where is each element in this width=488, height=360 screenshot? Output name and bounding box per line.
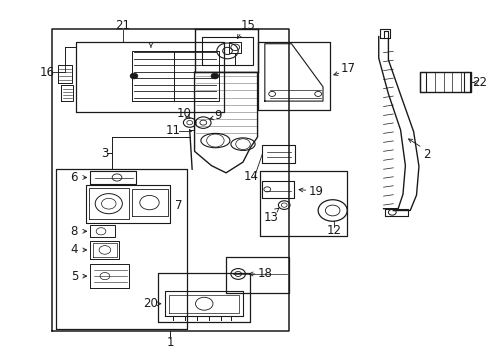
Text: 8: 8 [71,225,78,238]
Text: 2: 2 [423,148,430,161]
Text: 20: 20 [143,297,158,310]
Circle shape [211,73,218,79]
Text: 22: 22 [471,76,486,89]
Text: 4: 4 [70,243,78,256]
Circle shape [130,73,138,79]
Text: 18: 18 [257,267,272,280]
Text: 1: 1 [166,336,174,348]
Text: 3: 3 [101,147,108,159]
Text: 7: 7 [175,199,183,212]
Text: 16: 16 [39,66,54,79]
Text: 19: 19 [307,185,323,198]
Text: 5: 5 [71,270,78,283]
Text: 6: 6 [70,171,78,184]
Text: 11: 11 [165,124,180,137]
Text: 17: 17 [340,62,354,75]
Text: 14: 14 [243,170,258,183]
Text: 15: 15 [240,19,255,32]
Text: 9: 9 [214,109,221,122]
Text: 21: 21 [115,19,130,32]
Text: 10: 10 [176,107,191,120]
Text: 12: 12 [326,224,341,237]
Text: 13: 13 [263,211,278,224]
